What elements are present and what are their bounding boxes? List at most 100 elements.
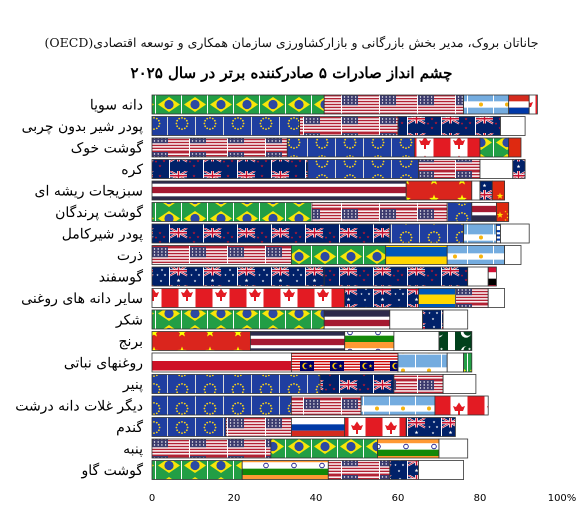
bar-segment-usa <box>151 137 288 158</box>
bar-segment-eu <box>151 395 292 416</box>
bar-segment-brazil <box>151 309 325 330</box>
bar-segment-blank <box>471 180 481 201</box>
bar-segment-vietnam <box>151 331 251 351</box>
bar-segment-china <box>495 202 510 222</box>
bar-segment-brazil <box>270 438 378 459</box>
category-label: گوشت گاو <box>80 462 143 479</box>
bar-segment-brazil <box>151 202 313 222</box>
bar-segment-uruguay <box>495 223 501 244</box>
category-label: پودر شیر بدون چربی <box>22 119 143 135</box>
category-label: ذرت <box>117 248 143 264</box>
bar-row <box>151 223 530 244</box>
bar-segment-argentina <box>360 395 436 416</box>
category-labels: دانه سویا پودر شیر بدون چربی گوشت خوک کره سب… <box>15 98 143 480</box>
bar-segment-usa <box>327 460 391 480</box>
bar-segment-canada <box>413 137 481 158</box>
bar-segment-canada <box>528 94 538 115</box>
bar-segment-usa <box>299 116 399 136</box>
category-label: سایر دانه های روغنی <box>21 291 143 307</box>
bar-segment-indonesia <box>151 352 292 373</box>
bar-segment-thailand <box>323 309 391 330</box>
bar-segment-australia <box>479 180 493 201</box>
bar-segment-australia <box>389 460 419 480</box>
bar-segment-australia <box>512 159 526 179</box>
category-label: سبزیجات ریشه ای <box>35 184 143 200</box>
bar-segment-pakistan <box>438 331 473 351</box>
bar-segment-thailand <box>151 180 407 201</box>
bar-segment-brazil <box>151 94 325 115</box>
bar-segment-blank <box>500 223 530 244</box>
bar-segment-russia <box>290 417 346 437</box>
bar-segment-malaysia <box>290 352 399 373</box>
x-tick-label: 100% <box>548 493 577 504</box>
x-tick-label: 60 <box>392 493 405 504</box>
x-tick-label: 80 <box>474 493 487 504</box>
x-axis: 0 20 40 60 80 100% <box>149 493 576 504</box>
bar-segment-blank <box>487 288 506 308</box>
bar-segment-usa <box>151 245 292 265</box>
bar-row <box>151 417 456 437</box>
bar-segment-eu <box>389 223 464 244</box>
bar-row <box>151 460 464 480</box>
chart-caption: جاناتان بروک، مدیر بخش بازرگانی و بازارک… <box>44 35 539 50</box>
bar-segment-brazil <box>479 137 510 158</box>
bar-segment-usa <box>225 417 292 437</box>
bar-segment-usa <box>454 288 489 308</box>
category-label: پودر شیرکامل <box>62 227 143 243</box>
bar-row <box>151 245 522 265</box>
bar-row <box>151 180 505 201</box>
bar-segment-blank <box>467 266 489 287</box>
category-label: دانه سویا <box>90 98 143 114</box>
x-tick-label: 40 <box>310 493 323 504</box>
bar-segment-canada <box>434 395 489 416</box>
bar-segment-brazil <box>463 352 473 373</box>
bar-segment-eu <box>151 116 301 136</box>
bar-segment-blank <box>446 352 465 373</box>
bar-segment-newzealand <box>397 116 501 136</box>
bar-segment-canada <box>344 417 407 437</box>
bar-row <box>151 438 469 459</box>
bar-segment-india <box>241 460 329 480</box>
category-label: دیگر غلات دانه درشت <box>15 398 143 415</box>
bar-row <box>151 288 506 308</box>
bar-segment-blank <box>442 374 477 394</box>
bar-row <box>151 116 526 136</box>
bar-segment-eu <box>307 159 419 179</box>
bar-segment-blank <box>393 331 440 351</box>
category-label: روغنهای نباتی <box>64 356 143 372</box>
bar-segment-blank <box>504 245 522 265</box>
category-label: گوشت پرندگان <box>55 204 143 221</box>
bar-segment-newzealand <box>323 266 469 287</box>
bar-segment-thailand <box>249 331 346 351</box>
bar-segment-argentina <box>446 245 506 265</box>
bar-segment-usa <box>290 395 362 416</box>
bar-segment-blank <box>479 159 514 179</box>
x-tick-label: 20 <box>228 493 241 504</box>
bars-layer <box>151 94 538 480</box>
bar-segment-australia <box>422 309 444 330</box>
category-label: کره <box>121 162 143 178</box>
bar-segment-eu <box>151 417 227 437</box>
bar-segment-australia <box>405 417 456 437</box>
bar-segment-canada <box>151 288 346 308</box>
bar-segment-vietnam <box>405 180 473 201</box>
bar-segment-usa <box>418 159 481 179</box>
bar-segment-newzealand <box>151 159 309 179</box>
bar-segment-argentina <box>463 94 510 115</box>
bar-segment-india <box>344 331 395 351</box>
bar-segment-paraguay <box>508 94 530 115</box>
bar-segment-argentina <box>397 352 448 373</box>
bar-row <box>151 309 469 330</box>
bar-segment-sudan <box>487 266 497 287</box>
bar-segment-eu <box>151 374 321 394</box>
bar-segment-newzealand <box>319 374 395 394</box>
bar-segment-usa <box>151 438 272 459</box>
bar-segment-blank <box>418 460 464 480</box>
category-label: شکر <box>115 313 143 329</box>
bar-segment-australia <box>151 266 325 287</box>
x-tick-label: 0 <box>149 493 155 504</box>
bar-segment-blank <box>438 438 469 459</box>
bar-segment-newzealand <box>151 223 391 244</box>
bar-segment-usa <box>393 374 444 394</box>
bar-row <box>151 352 473 373</box>
